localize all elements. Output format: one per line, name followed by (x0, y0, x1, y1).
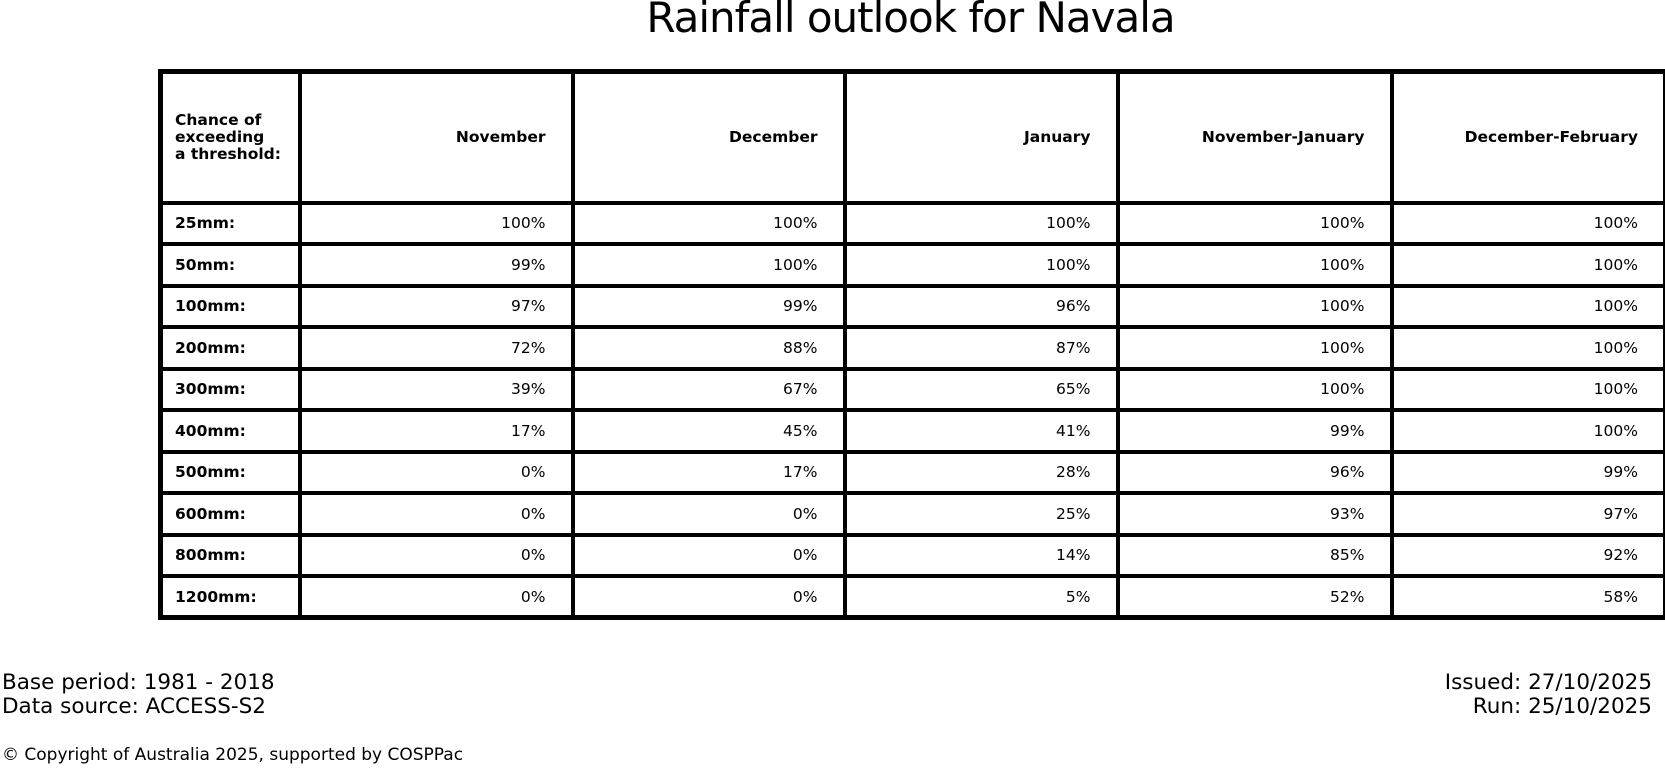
corner-header-cell: Chance of exceeding a threshold: (158, 69, 302, 205)
value-cell: 100% (1389, 366, 1665, 412)
value-cell: 97% (297, 283, 575, 329)
value-cell: 100% (297, 200, 575, 246)
value-cell: 97% (1389, 491, 1665, 537)
value-cell: 100% (1115, 325, 1394, 371)
value-cell: 0% (297, 532, 575, 578)
value-cell: 39% (297, 366, 575, 412)
value-cell: 92% (1389, 532, 1665, 578)
value-cell: 0% (570, 491, 847, 537)
value-cell: 100% (1115, 283, 1394, 329)
value-cell: 0% (570, 574, 847, 620)
value-cell: 67% (570, 366, 847, 412)
column-header-november: November (297, 69, 575, 205)
value-cell: 100% (1389, 325, 1665, 371)
row-label: 300mm: (158, 366, 302, 412)
value-cell: 28% (842, 449, 1120, 495)
value-cell: 25% (842, 491, 1120, 537)
base-period-text: Base period: 1981 - 2018 (2, 670, 275, 695)
table-row-1200mm: 1200mm: 0% 0% 5% 52% 58% (158, 574, 1665, 620)
row-label: 400mm: (158, 408, 302, 454)
table-header-row: Chance of exceeding a threshold: Novembe… (158, 69, 1665, 205)
value-cell: 100% (1115, 200, 1394, 246)
value-cell: 99% (1115, 408, 1394, 454)
row-label: 25mm: (158, 200, 302, 246)
value-cell: 100% (1115, 366, 1394, 412)
table-row-200mm: 200mm: 72% 88% 87% 100% 100% (158, 325, 1665, 371)
corner-line-2: exceeding (175, 127, 265, 146)
table-row-800mm: 800mm: 0% 0% 14% 85% 92% (158, 532, 1665, 578)
issued-date-text: Issued: 27/10/2025 (1444, 670, 1652, 695)
value-cell: 100% (1115, 242, 1394, 288)
rainfall-outlook-table: Chance of exceeding a threshold: Novembe… (158, 69, 1665, 620)
value-cell: 87% (842, 325, 1120, 371)
value-cell: 99% (297, 242, 575, 288)
value-cell: 14% (842, 532, 1120, 578)
column-header-november-january: November-January (1115, 69, 1394, 205)
value-cell: 100% (1389, 200, 1665, 246)
column-header-december-february: December-February (1389, 69, 1665, 205)
value-cell: 45% (570, 408, 847, 454)
footer-right-block: Issued: 27/10/2025 Run: 25/10/2025 (1445, 671, 1652, 719)
value-cell: 100% (1389, 283, 1665, 329)
copyright-text: © Copyright of Australia 2025, supported… (2, 745, 464, 765)
column-header-december: December (570, 69, 847, 205)
value-cell: 0% (297, 491, 575, 537)
table-row-600mm: 600mm: 0% 0% 25% 93% 97% (158, 491, 1665, 537)
table-row-500mm: 500mm: 0% 17% 28% 96% 99% (158, 449, 1665, 495)
row-label: 800mm: (158, 532, 302, 578)
value-cell: 100% (842, 242, 1120, 288)
corner-line-3: a threshold: (175, 144, 281, 163)
table-row-25mm: 25mm: 100% 100% 100% 100% 100% (158, 200, 1665, 246)
value-cell: 96% (842, 283, 1120, 329)
row-label: 1200mm: (158, 574, 302, 620)
value-cell: 100% (570, 200, 847, 246)
corner-line-1: Chance of (175, 110, 262, 129)
data-source-text: Data source: ACCESS-S2 (2, 694, 266, 719)
value-cell: 17% (297, 408, 575, 454)
value-cell: 0% (297, 449, 575, 495)
row-label: 50mm: (158, 242, 302, 288)
value-cell: 88% (570, 325, 847, 371)
value-cell: 65% (842, 366, 1120, 412)
value-cell: 100% (1389, 408, 1665, 454)
row-label: 600mm: (158, 491, 302, 537)
value-cell: 99% (570, 283, 847, 329)
table-row-100mm: 100mm: 97% 99% 96% 100% 100% (158, 283, 1665, 329)
row-label: 500mm: (158, 449, 302, 495)
value-cell: 0% (570, 532, 847, 578)
value-cell: 99% (1389, 449, 1665, 495)
value-cell: 5% (842, 574, 1120, 620)
row-label: 200mm: (158, 325, 302, 371)
value-cell: 85% (1115, 532, 1394, 578)
value-cell: 52% (1115, 574, 1394, 620)
value-cell: 100% (570, 242, 847, 288)
value-cell: 96% (1115, 449, 1394, 495)
row-label: 100mm: (158, 283, 302, 329)
footer-left-block: Base period: 1981 - 2018 Data source: AC… (2, 671, 275, 719)
value-cell: 93% (1115, 491, 1394, 537)
run-date-text: Run: 25/10/2025 (1472, 694, 1652, 719)
value-cell: 72% (297, 325, 575, 371)
value-cell: 100% (1389, 242, 1665, 288)
table-row-50mm: 50mm: 99% 100% 100% 100% 100% (158, 242, 1665, 288)
value-cell: 17% (570, 449, 847, 495)
table-row-300mm: 300mm: 39% 67% 65% 100% 100% (158, 366, 1665, 412)
value-cell: 0% (297, 574, 575, 620)
value-cell: 58% (1389, 574, 1665, 620)
table-row-400mm: 400mm: 17% 45% 41% 99% 100% (158, 408, 1665, 454)
page-title: Rainfall outlook for Navala (646, 0, 1175, 42)
column-header-january: January (842, 69, 1120, 205)
value-cell: 41% (842, 408, 1120, 454)
value-cell: 100% (842, 200, 1120, 246)
